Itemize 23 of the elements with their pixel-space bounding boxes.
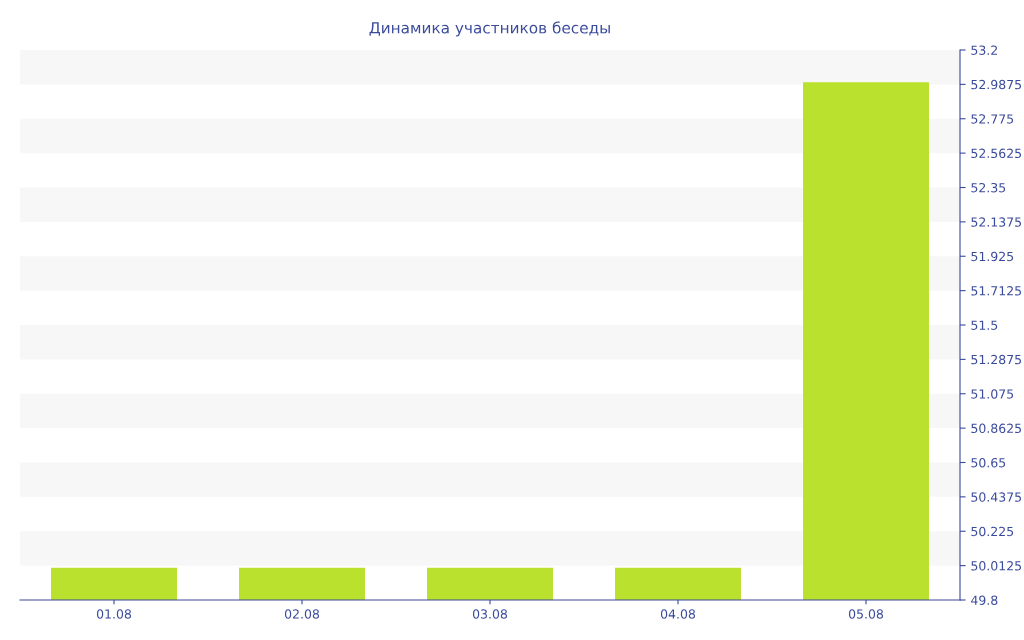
- y-tick-label: 51.2875: [971, 354, 1022, 365]
- y-tick-label: 50.4375: [971, 492, 1022, 502]
- x-tick-label: 04.08: [660, 609, 696, 619]
- x-tick-label: 05.08: [848, 609, 884, 619]
- y-tick-label: 50.0125: [971, 561, 1022, 571]
- x-tick-label: 03.08: [472, 609, 508, 619]
- y-tick-label: 51.5: [971, 320, 998, 330]
- y-tick-label: 53.2: [971, 45, 997, 55]
- y-tick-label: 50.65: [971, 457, 1006, 468]
- y-tick-label: 52.775: [971, 114, 1014, 124]
- y-tick-label: 51.7125: [971, 286, 1022, 296]
- x-tick-label: 02.08: [284, 609, 320, 619]
- y-tick-label: 50.8625: [971, 423, 1022, 434]
- y-tick-label: 52.35: [971, 182, 1006, 193]
- y-tick-label: 52.5625: [971, 148, 1022, 159]
- y-tick-label: 50.225: [971, 526, 1014, 537]
- y-tick-label: 52.9875: [971, 79, 1022, 90]
- y-tick-label: 51.075: [971, 389, 1014, 399]
- y-tick-label: 52.1375: [971, 217, 1022, 227]
- y-tick-label: 49.8: [971, 595, 998, 605]
- x-tick-label: 01.08: [96, 609, 132, 619]
- chart-title: Динамика участников беседы: [369, 21, 610, 37]
- y-tick-label: 51.925: [971, 251, 1014, 262]
